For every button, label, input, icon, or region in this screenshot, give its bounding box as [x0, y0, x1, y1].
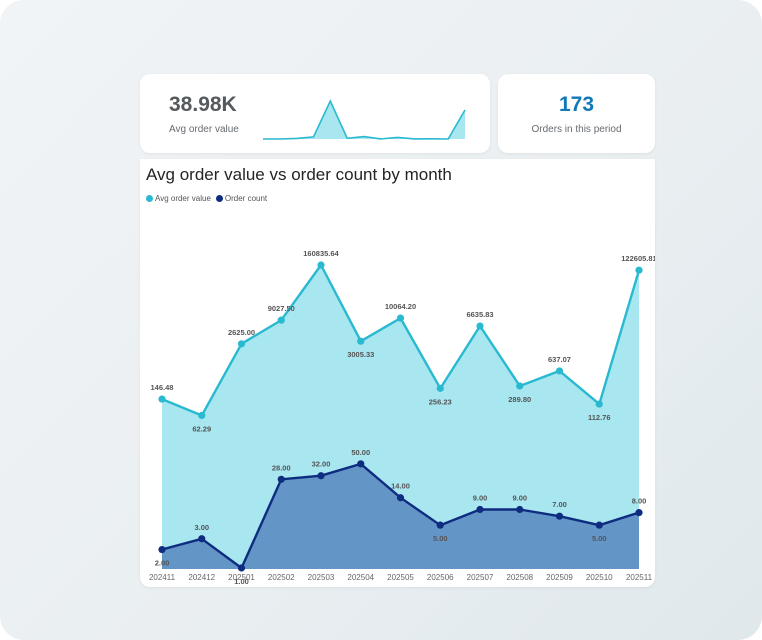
avg-order-value-point[interactable]	[476, 322, 484, 330]
avg-order-value-data-label: 146.48	[151, 383, 174, 392]
order-count-card[interactable]: 173 Orders in this period	[498, 74, 655, 153]
legend-item-order-count[interactable]: Order count	[215, 194, 268, 203]
order-count-data-label: 14.00	[391, 482, 410, 491]
avg-order-value-point[interactable]	[158, 395, 166, 403]
avg-order-value-point[interactable]	[357, 337, 365, 345]
order-count-point[interactable]	[277, 475, 285, 483]
avg-order-value-point[interactable]	[396, 314, 405, 322]
avg-order-value-point[interactable]	[516, 382, 524, 390]
sparkline-line	[263, 99, 466, 140]
avg-order-value-point[interactable]	[277, 316, 285, 324]
avg-order-value-data-label: 289.80	[508, 395, 531, 404]
avg-order-value-data-label: 3005.33	[347, 350, 374, 359]
order-count-label: Orders in this period	[531, 124, 622, 135]
legend-label-avg-order-value: Avg order value	[155, 194, 211, 203]
order-count-number: 173	[558, 93, 595, 116]
avg-order-value-data-label: 2625.00	[228, 328, 255, 337]
x-axis-tick-label: 202510	[586, 573, 613, 582]
legend-item-avg-order-value[interactable]: Avg order value	[146, 194, 211, 203]
area-chart-plot: 146.48 62.29 2625.00 9027.50 160835.64 3005.3…	[149, 249, 655, 586]
order-count-data-label: 50.00	[351, 448, 370, 457]
order-count-area	[162, 463, 639, 569]
legend-label-order-count: Order count	[224, 194, 268, 203]
sparkline-area	[263, 101, 465, 139]
order-count-data-label: 2.00	[155, 559, 170, 568]
order-count-data-label: 7.00	[552, 500, 567, 509]
x-axis-tick-label: 202412	[188, 573, 215, 582]
order-count-data-label: 28.00	[272, 463, 291, 472]
x-axis-tick-label: 202411	[149, 573, 176, 582]
avg-order-value-number: 38.98K	[169, 93, 237, 116]
order-count-point[interactable]	[198, 535, 206, 543]
avg-order-value-data-label: 122605.81	[621, 254, 655, 263]
x-axis-tick-label: 202509	[546, 573, 573, 582]
avg-order-value-point[interactable]	[635, 266, 643, 274]
avg-order-value-data-label: 637.07	[548, 355, 571, 364]
avg-order-value-point[interactable]	[436, 384, 444, 392]
avg-order-value-point[interactable]	[237, 340, 246, 348]
avg-order-value-label: Avg order value	[169, 124, 239, 135]
order-count-point[interactable]	[317, 472, 325, 480]
x-axis-tick-label: 202508	[506, 573, 533, 582]
chart-legend: Avg order value Order count	[146, 194, 267, 203]
x-axis-tick-label: 202503	[308, 573, 335, 582]
order-count-data-label: 5.00	[433, 534, 448, 543]
x-axis-tick-label: 202502	[268, 573, 295, 582]
avg-order-value-data-label: 62.29	[192, 424, 211, 433]
avg-order-value-point[interactable]	[198, 411, 206, 420]
order-count-point[interactable]	[237, 564, 246, 572]
order-count-point[interactable]	[396, 494, 405, 502]
order-count-point[interactable]	[516, 505, 524, 514]
x-axis-tick-label: 202506	[427, 573, 454, 582]
x-axis-tick-label: 202507	[467, 573, 494, 582]
order-count-point[interactable]	[595, 521, 603, 529]
order-count-data-label: 9.00	[512, 494, 527, 503]
area-chart-card[interactable]: 146.48 62.29 2625.00 9027.50 160835.64 3005.3…	[140, 159, 655, 587]
order-count-data-label: 1.00	[234, 577, 249, 586]
avg-order-value-data-label: 10064.20	[385, 302, 416, 311]
avg-order-value-data-label: 9027.50	[268, 304, 295, 313]
avg-order-value-data-label: 112.76	[588, 413, 611, 422]
avg-order-value-data-label: 6635.83	[466, 310, 493, 319]
order-count-data-label: 32.00	[312, 460, 331, 469]
legend-swatch-avg-order-value	[146, 195, 153, 202]
chart-title: Avg order value vs order count by month	[146, 165, 452, 184]
avg-order-value-data-label: 160835.64	[303, 249, 339, 258]
avg-order-value-sparkline	[263, 99, 466, 140]
avg-order-value-point[interactable]	[317, 261, 325, 269]
x-axis-tick-label: 202511	[626, 573, 653, 582]
order-count-point[interactable]	[555, 512, 564, 520]
x-axis-tick-label: 202501	[228, 573, 255, 582]
order-count-data-label: 5.00	[592, 534, 607, 543]
avg-order-value-card[interactable]: 38.98K Avg order value	[140, 74, 490, 153]
legend-swatch-order-count	[215, 195, 223, 202]
order-count-point[interactable]	[436, 521, 444, 529]
order-count-data-label: 8.00	[632, 497, 647, 506]
x-axis-tick-label: 202504	[347, 573, 374, 582]
order-count-point[interactable]	[357, 460, 365, 468]
x-axis-tick-label: 202505	[387, 573, 414, 582]
order-count-data-label: 3.00	[194, 523, 209, 532]
avg-order-value-point[interactable]	[595, 400, 603, 408]
order-count-data-label: 9.00	[473, 494, 488, 503]
avg-order-value-data-label: 256.23	[429, 397, 452, 406]
order-count-point[interactable]	[476, 505, 484, 514]
order-count-point[interactable]	[635, 509, 643, 517]
order-count-point[interactable]	[158, 545, 166, 554]
avg-order-value-point[interactable]	[555, 367, 564, 375]
